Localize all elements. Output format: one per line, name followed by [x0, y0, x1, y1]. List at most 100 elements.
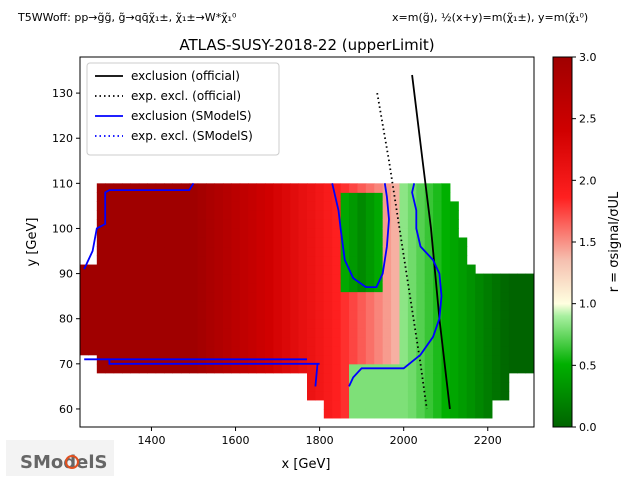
- heatmap-cell-430: [256, 264, 266, 275]
- heatmap-cell-183: [155, 219, 165, 229]
- heatmap-cell-123: [130, 192, 140, 202]
- heatmap-cell-777: [382, 390, 392, 401]
- heatmap-cell-886: [416, 345, 426, 356]
- heatmap-cell-155: [147, 282, 157, 293]
- heatmap-cell-709: [357, 300, 367, 311]
- heatmap-cell-31: [96, 264, 106, 275]
- heatmap-cell-741: [365, 246, 375, 257]
- heatmap-cell-639: [332, 228, 342, 238]
- heatmap-cell-779: [382, 372, 392, 383]
- heatmap-cell-1092: [500, 372, 510, 383]
- heatmap-cell-611: [323, 246, 333, 257]
- heatmap-cell-682: [349, 309, 358, 320]
- heatmap-cell-113: [130, 282, 140, 293]
- heatmap-cell-486: [281, 327, 291, 338]
- heatmap-cell-444: [264, 327, 274, 338]
- heatmap-cell-138: [138, 246, 148, 257]
- heatmap-cell-667: [340, 210, 350, 220]
- heatmap-cell-292: [197, 183, 207, 193]
- heatmap-cell-1010: [458, 381, 468, 392]
- heatmap-cell-1001: [449, 246, 459, 257]
- heatmap-cell-161: [147, 228, 157, 238]
- heatmap-cell-131: [138, 309, 148, 320]
- heatmap-cell-145: [138, 183, 148, 193]
- heatmap-cell-250: [180, 183, 190, 193]
- heatmap-cell-69: [113, 300, 123, 311]
- heatmap-cell-641: [332, 210, 342, 220]
- heatmap-cell-910: [424, 363, 434, 374]
- heatmap-cell-121: [130, 210, 140, 220]
- heatmap-cell-925: [424, 228, 434, 238]
- heatmap-cell-291: [197, 192, 207, 202]
- heatmap-cell-405: [248, 300, 258, 311]
- heatmap-cell-670: [340, 183, 350, 193]
- heatmap-cell-896: [416, 255, 426, 266]
- heatmap-cell-767: [374, 246, 384, 257]
- heatmap-cell-295: [206, 345, 216, 356]
- heatmap-cell-28: [96, 291, 106, 302]
- heatmap-cell-579: [315, 300, 325, 311]
- heatmap-cell-1015: [458, 336, 468, 347]
- heatmap-cell-601: [323, 336, 333, 347]
- heatmap-cell-837: [399, 318, 409, 329]
- heatmap-cell-59: [105, 201, 115, 211]
- heatmap-cell-472: [273, 264, 283, 275]
- heatmap-cell-384: [239, 300, 249, 311]
- heatmap-cell-687: [349, 264, 358, 275]
- heatmap-cell-1051: [475, 345, 485, 356]
- heatmap-cell-228: [172, 192, 182, 202]
- heatmap-cell-1089: [491, 273, 501, 284]
- heatmap-cell-0: [80, 345, 89, 356]
- heatmap-cell-568: [307, 183, 316, 193]
- heatmap-cell-128: [138, 336, 148, 347]
- heatmap-cell-19: [88, 264, 98, 275]
- heatmap-cell-188: [164, 363, 173, 374]
- heatmap-cell-274: [197, 345, 207, 356]
- heatmap-cell-47: [105, 309, 115, 320]
- heatmap-cell-618: [323, 183, 333, 193]
- heatmap-cell-999: [449, 264, 459, 275]
- heatmap-cell-177: [155, 273, 165, 284]
- heatmap-cell-49: [105, 291, 115, 302]
- heatmap-cell-392: [239, 228, 249, 238]
- heatmap-cell-659: [340, 282, 350, 293]
- heatmap-cell-1130: [525, 327, 535, 338]
- heatmap-cell-597: [323, 372, 333, 383]
- heatmap-cell-253: [189, 345, 199, 356]
- heatmap-cell-414: [248, 219, 258, 229]
- heatmap-cell-1127: [525, 354, 535, 365]
- heatmap-cell-243: [180, 246, 190, 257]
- heatmap-cell-917: [424, 300, 434, 311]
- heatmap-cell-983: [449, 408, 459, 419]
- heatmap-cell-576: [315, 327, 325, 338]
- heatmap-cell-1014: [458, 345, 468, 356]
- heatmap-cell-711: [357, 282, 367, 293]
- heatmap-cell-427: [256, 291, 266, 302]
- heatmap-cell-740: [365, 255, 375, 266]
- heatmap-cell-857: [407, 372, 417, 383]
- heatmap-cell-137: [138, 255, 148, 266]
- heatmap-cell-487: [281, 318, 291, 329]
- heatmap-cell-953: [433, 210, 443, 220]
- heatmap-cell-93: [122, 273, 131, 284]
- heatmap-cell-337: [222, 345, 232, 356]
- heatmap-cell-551: [307, 336, 316, 347]
- heatmap-cell-583: [315, 264, 325, 275]
- heatmap-cell-469: [273, 291, 283, 302]
- heatmap-cell-22: [96, 345, 106, 356]
- heatmap-cell-645: [340, 408, 350, 419]
- heatmap-cell-172: [155, 318, 165, 329]
- heatmap-cell-950: [433, 237, 443, 248]
- heatmap-cell-229: [172, 183, 182, 193]
- heatmap-cell-117: [130, 246, 140, 257]
- heatmap-cell-35: [96, 228, 106, 238]
- heatmap-cell-549: [307, 354, 316, 365]
- heatmap-cell-787: [382, 300, 392, 311]
- heatmap-cell-831: [399, 372, 409, 383]
- heatmap-cell-40: [96, 183, 106, 193]
- heatmap-cell-695: [349, 192, 358, 202]
- heatmap-cell-43: [105, 345, 115, 356]
- heatmap-cell-759: [374, 318, 384, 329]
- heatmap-cell-512: [290, 282, 300, 293]
- heatmap-cell-181: [155, 237, 165, 248]
